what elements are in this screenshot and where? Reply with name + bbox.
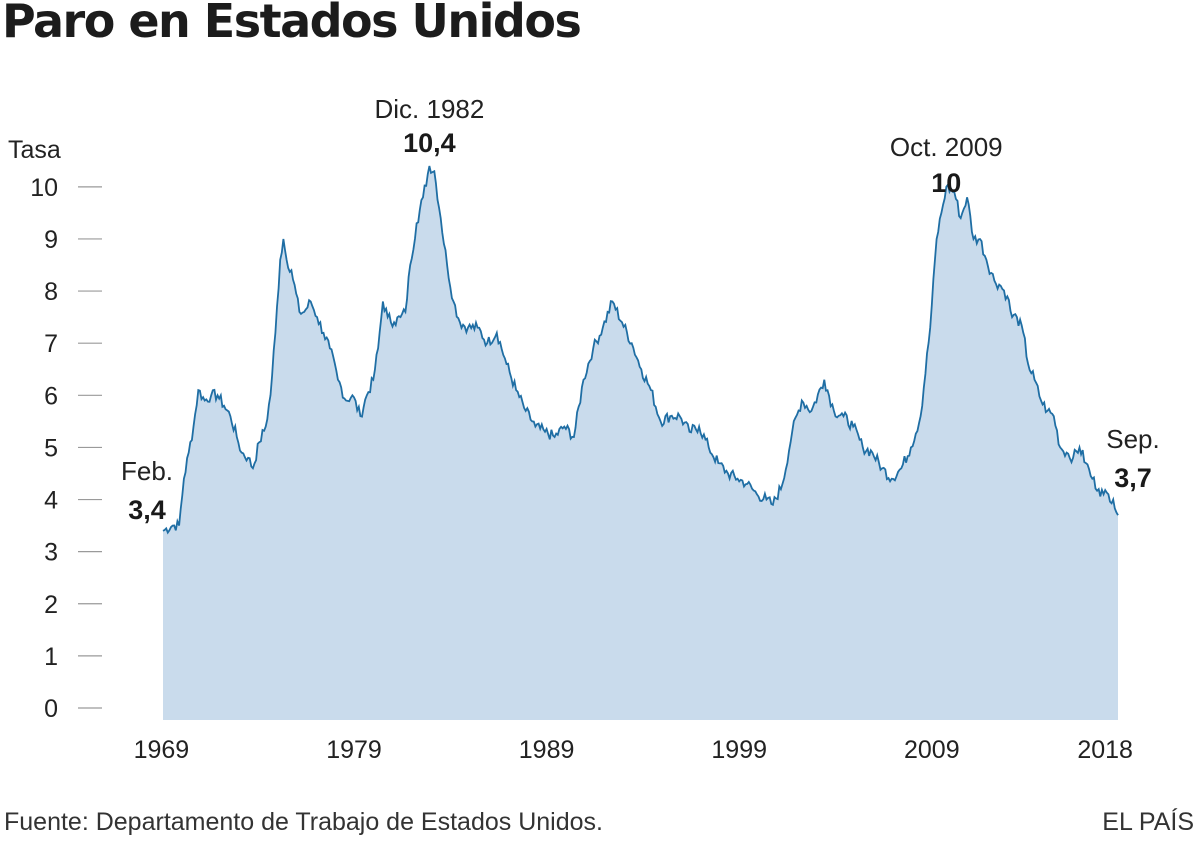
y-tick-label: 3 [44,539,58,567]
x-axis: 1969 1979 1989 1999 2009 2018 [134,736,1133,764]
chart-title: Paro en Estados Unidos [2,0,582,48]
y-axis: 0 1 2 3 4 5 6 7 8 9 10 [30,174,102,723]
annotation-value: 3,7 [1114,463,1152,493]
unemployment-area [163,166,1118,720]
annotation-label: Feb. [121,456,173,486]
annotation-value: 10,4 [403,128,456,158]
source-note: Fuente: Departamento de Trabajo de Estad… [4,808,603,836]
annotations: Feb. 3,4 Dic. 1982 10,4 Oct. 2009 10 Sep. 3,7 [121,94,1160,525]
annotation-label: Dic. 1982 [375,94,485,124]
y-tick-label: 7 [44,330,58,358]
x-tick-label: 1999 [711,736,767,764]
y-axis-label: Tasa [8,136,61,164]
y-tick-label: 10 [30,174,58,202]
x-tick-label: 1969 [134,736,190,764]
y-tick-label: 2 [44,591,58,619]
annotation-label: Oct. 2009 [890,132,1003,162]
x-tick-label: 2009 [904,736,960,764]
x-tick-label: 2018 [1077,736,1133,764]
unemployment-line [162,165,1119,535]
y-tick-label: 5 [44,434,58,462]
annotation-value: 3,4 [128,495,166,525]
y-tick-label: 8 [44,278,58,306]
y-tick-label: 6 [44,382,58,410]
y-tick-label: 1 [44,643,58,671]
x-tick-label: 1989 [519,736,575,764]
y-tick-label: 9 [44,226,58,254]
y-tick-label: 0 [44,695,58,723]
x-tick-label: 1979 [326,736,382,764]
annotation-label: Sep. [1106,424,1160,454]
brand-name: EL PAÍS [1102,808,1194,836]
y-tick-label: 4 [44,487,58,515]
annotation-value: 10 [931,168,961,198]
